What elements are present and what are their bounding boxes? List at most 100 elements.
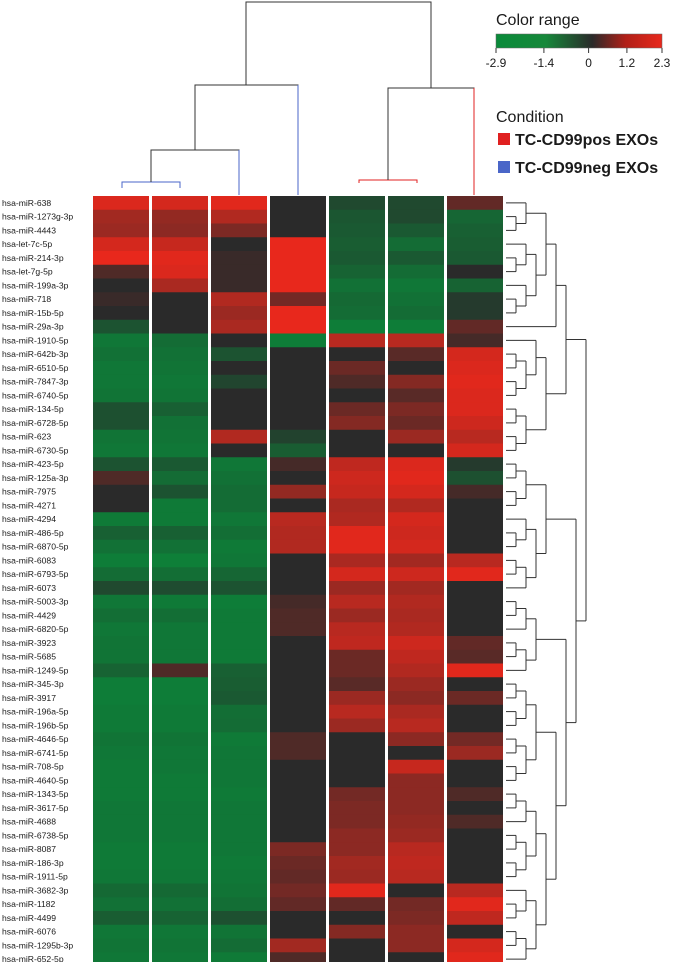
heatmap-cell <box>447 512 503 527</box>
heatmap-cell <box>211 361 267 376</box>
heatmap-cell <box>388 883 444 898</box>
row-label: hsa-miR-6740-5p <box>2 390 69 400</box>
heatmap-cell <box>388 856 444 871</box>
heatmap-cell <box>270 608 326 623</box>
heatmap-cell <box>152 897 208 912</box>
heatmap-cell <box>329 292 385 307</box>
heatmap-cell <box>270 498 326 513</box>
heatmap-cell <box>447 209 503 224</box>
heatmap-cell <box>270 801 326 816</box>
heatmap-cell <box>93 416 149 431</box>
heatmap-cell <box>152 759 208 774</box>
heatmap-cell <box>329 512 385 527</box>
heatmap-cell <box>329 787 385 802</box>
heatmap-cell <box>447 952 503 962</box>
heatmap-cell <box>329 856 385 871</box>
row-label: hsa-miR-6738-5p <box>2 830 69 840</box>
heatmap-cell <box>152 443 208 458</box>
heatmap-cell <box>93 746 149 761</box>
legend-ticks: -2.9 -1.4 0 1.2 2.3 <box>486 48 671 70</box>
heatmap-cell <box>270 732 326 747</box>
heatmap-cell <box>329 814 385 829</box>
heatmap-cell <box>211 897 267 912</box>
row-dendrogram <box>506 202 587 960</box>
heatmap-cell <box>270 567 326 582</box>
row-label: hsa-miR-4443 <box>2 225 56 235</box>
heatmap-cell <box>270 883 326 898</box>
heatmap-cell <box>152 814 208 829</box>
heatmap-cell <box>152 952 208 962</box>
heatmap-cell <box>93 938 149 953</box>
row-label: hsa-miR-6728-5p <box>2 418 69 428</box>
condition-pos-swatch <box>498 133 510 145</box>
row-label: hsa-miR-125a-3p <box>2 473 69 483</box>
heatmap-cell <box>270 429 326 444</box>
heatmap-cell <box>211 292 267 307</box>
row-label: hsa-miR-3682-3p <box>2 885 69 895</box>
heatmap-cell <box>447 704 503 719</box>
heatmap-cell <box>211 814 267 829</box>
heatmap-cell <box>447 911 503 926</box>
heatmap-cell <box>211 581 267 596</box>
row-label: hsa-miR-5685 <box>2 652 56 662</box>
heatmap-cell <box>211 223 267 238</box>
row-label: hsa-miR-214-3p <box>2 253 64 263</box>
row-label: hsa-miR-6820-5p <box>2 624 69 634</box>
heatmap-cell <box>152 883 208 898</box>
heatmap-cell <box>447 883 503 898</box>
row-label: hsa-miR-6870-5p <box>2 542 69 552</box>
heatmap-cell <box>152 402 208 417</box>
heatmap-cell <box>329 457 385 472</box>
heatmap-cell <box>388 924 444 939</box>
heatmap-cell <box>388 952 444 962</box>
heatmap-cell <box>152 787 208 802</box>
row-label: hsa-miR-623 <box>2 432 51 442</box>
heatmap-cell <box>211 856 267 871</box>
heatmap-cell <box>152 196 208 211</box>
heatmap-cell <box>270 787 326 802</box>
heatmap-cell <box>152 663 208 678</box>
heatmap-cell <box>211 416 267 431</box>
heatmap-cell <box>270 374 326 389</box>
heatmap-cell <box>93 924 149 939</box>
heatmap-cell <box>270 594 326 609</box>
row-label: hsa-miR-134-5p <box>2 404 64 414</box>
heatmap-cell <box>211 498 267 513</box>
heatmap-cell <box>388 553 444 568</box>
heatmap-cell <box>388 209 444 224</box>
heatmap-cell <box>388 787 444 802</box>
heatmap-cell <box>447 567 503 582</box>
heatmap-cell <box>93 319 149 334</box>
heatmap-cell <box>152 209 208 224</box>
heatmap-cell <box>152 608 208 623</box>
heatmap-cell <box>211 526 267 541</box>
heatmap-cell <box>388 869 444 884</box>
heatmap-cell <box>93 484 149 499</box>
condition-neg-swatch <box>498 161 510 173</box>
heatmap-cell <box>152 649 208 664</box>
heatmap-cell <box>329 416 385 431</box>
heatmap-cell <box>211 539 267 554</box>
row-label: hsa-let-7g-5p <box>2 267 53 277</box>
row-label: hsa-miR-4429 <box>2 610 56 620</box>
heatmap-cell <box>211 237 267 252</box>
heatmap-cell <box>447 842 503 857</box>
heatmap-cell <box>447 924 503 939</box>
heatmap-cell <box>93 636 149 651</box>
row-label: hsa-miR-4294 <box>2 514 56 524</box>
heatmap-cell <box>329 649 385 664</box>
heatmap-cell <box>447 677 503 692</box>
heatmap-cell <box>270 869 326 884</box>
condition-legend: Condition TC-CD99pos EXOs TC-CD99neg EXO… <box>496 109 658 177</box>
heatmap-cell <box>388 718 444 733</box>
heatmap-cell <box>447 938 503 953</box>
heatmap-cell <box>152 581 208 596</box>
heatmap-cell <box>270 773 326 788</box>
heatmap-cell <box>211 704 267 719</box>
heatmap-cell <box>152 567 208 582</box>
heatmap-cell <box>329 581 385 596</box>
legend-tick-label: 1.2 <box>619 56 636 70</box>
row-labels: hsa-miR-638 hsa-miR-1273g-3p hsa-miR-4443 h… <box>2 198 73 962</box>
heatmap-cell <box>152 732 208 747</box>
heatmap-cell <box>447 443 503 458</box>
